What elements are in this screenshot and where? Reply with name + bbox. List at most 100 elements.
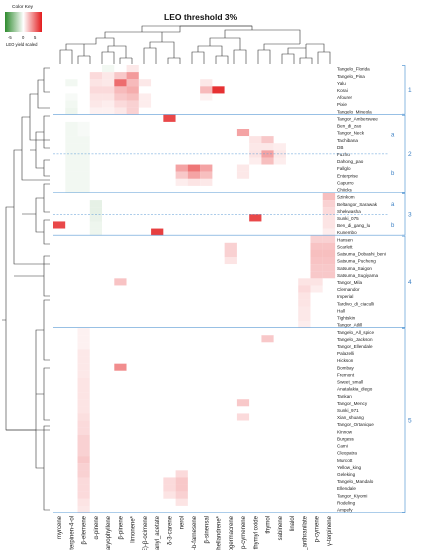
heatmap-cell xyxy=(187,271,201,279)
row-label: Tangor_Kiyomi xyxy=(337,493,367,498)
heatmap-cell xyxy=(163,249,176,258)
heatmap-cell xyxy=(126,434,139,442)
heatmap-cell xyxy=(175,505,188,514)
heatmap-cell xyxy=(151,377,164,386)
heatmap-cell xyxy=(187,86,201,94)
heatmap-cell xyxy=(224,292,238,300)
heatmap-cell xyxy=(249,65,262,73)
heatmap-cell xyxy=(151,498,164,506)
heatmap-cell xyxy=(102,121,115,130)
heatmap-cell xyxy=(102,491,115,499)
heatmap-cell xyxy=(89,72,103,80)
heatmap-cell xyxy=(53,449,66,457)
heatmap-cell xyxy=(151,363,164,371)
heatmap-cell xyxy=(249,93,262,101)
heatmap-cell xyxy=(102,505,115,514)
heatmap-cell xyxy=(322,164,336,172)
heatmap-cell xyxy=(200,292,213,300)
cluster-bracket xyxy=(402,193,406,236)
heatmap-cell xyxy=(236,342,250,350)
heatmap-cell xyxy=(89,242,103,250)
heatmap-cell xyxy=(200,121,213,130)
heatmap-cell xyxy=(175,285,188,293)
heatmap-cell xyxy=(163,463,176,471)
heatmap-cell xyxy=(273,441,287,450)
heatmap-cell xyxy=(126,385,139,393)
heatmap-cell xyxy=(114,264,127,272)
heatmap-cell xyxy=(89,100,103,108)
heatmap-cell xyxy=(175,306,188,314)
row-label: Ampefy xyxy=(337,508,353,513)
heatmap-cell xyxy=(138,434,152,442)
heatmap-cell xyxy=(151,200,164,208)
heatmap-cell xyxy=(53,413,66,421)
heatmap-cell xyxy=(102,477,115,485)
heatmap-cell xyxy=(224,427,238,435)
heatmap-cell xyxy=(114,342,127,350)
heatmap-cell xyxy=(102,86,115,94)
heatmap-cell xyxy=(310,143,323,151)
heatmap-cell xyxy=(261,228,274,236)
heatmap-cell xyxy=(89,313,103,322)
heatmap-cell xyxy=(224,136,238,144)
heatmap-cell xyxy=(298,207,311,215)
heatmap-cell xyxy=(151,313,164,322)
heatmap-cell xyxy=(322,477,336,485)
heatmap-cell xyxy=(114,406,127,414)
heatmap-cell xyxy=(236,498,250,506)
column-label: β-elemene xyxy=(82,515,88,544)
heatmap-cell xyxy=(310,399,323,407)
heatmap-cell xyxy=(200,313,213,322)
heatmap-cell xyxy=(138,200,152,208)
heatmap-cell xyxy=(285,321,299,329)
heatmap-cell xyxy=(236,207,250,215)
heatmap-cell xyxy=(138,313,152,322)
heatmap-cell xyxy=(298,200,311,208)
heatmap-cell xyxy=(273,463,287,471)
heatmap-cell xyxy=(310,171,323,179)
heatmap-cell xyxy=(212,235,225,243)
heatmap-cell xyxy=(285,278,299,286)
heatmap-cell xyxy=(151,342,164,350)
heatmap-cell xyxy=(285,505,299,514)
heatmap-cell xyxy=(187,207,201,215)
heatmap-cell xyxy=(273,420,287,428)
heatmap-cell xyxy=(126,171,139,179)
heatmap-cell xyxy=(249,434,262,442)
heatmap-cell xyxy=(273,491,287,499)
heatmap-cell xyxy=(322,285,336,293)
heatmap-cell xyxy=(89,306,103,314)
heatmap-cell xyxy=(322,185,336,194)
heatmap-cell xyxy=(65,278,78,286)
heatmap-cell xyxy=(138,328,152,336)
heatmap-cell xyxy=(261,349,274,357)
heatmap-cell xyxy=(65,193,78,201)
heatmap-cell xyxy=(126,271,139,279)
heatmap-cell xyxy=(261,313,274,322)
heatmap-cell xyxy=(65,221,78,229)
heatmap-cell xyxy=(187,370,201,378)
heatmap-cell xyxy=(65,370,78,378)
heatmap-cell xyxy=(102,285,115,293)
heatmap-cell xyxy=(322,72,336,80)
heatmap-cell xyxy=(273,114,287,122)
heatmap-cell xyxy=(236,228,250,236)
heatmap-cell xyxy=(224,420,238,428)
cluster-sublabel: a xyxy=(391,133,395,139)
row-label: DB xyxy=(337,145,343,150)
row-label: Scarlett xyxy=(337,244,353,249)
heatmap-cell xyxy=(89,420,103,428)
heatmap-cell xyxy=(175,214,188,222)
heatmap-cell xyxy=(65,420,78,428)
heatmap-cell xyxy=(163,399,176,407)
heatmap-cell xyxy=(77,321,90,329)
heatmap-cell xyxy=(126,356,139,364)
color-key: Color Key -5 0 5 LEO yield scaled xyxy=(5,4,42,47)
heatmap-cell xyxy=(273,257,287,265)
heatmap-cell xyxy=(310,342,323,350)
heatmap-cell xyxy=(310,299,323,307)
heatmap-cell xyxy=(224,86,238,94)
heatmap-cell xyxy=(322,434,336,442)
heatmap-cell xyxy=(212,306,225,314)
heatmap-cell xyxy=(322,449,336,457)
